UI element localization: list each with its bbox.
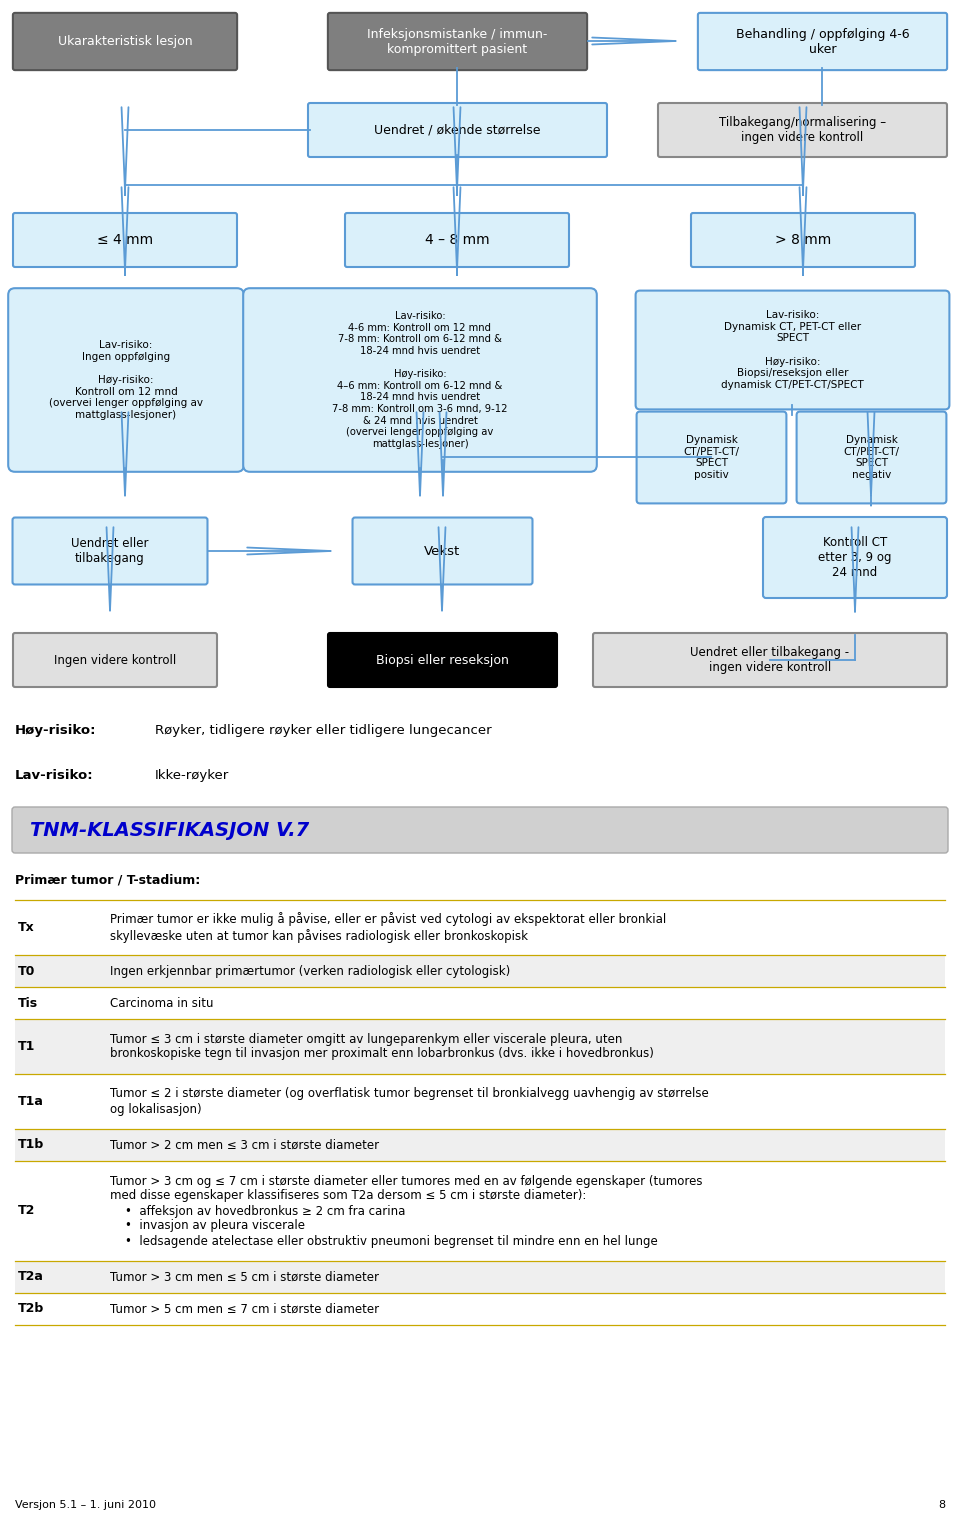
Text: T2a: T2a	[18, 1270, 44, 1284]
Text: Dynamisk
CT/PET-CT/
SPECT
negativ: Dynamisk CT/PET-CT/ SPECT negativ	[844, 436, 900, 480]
FancyBboxPatch shape	[636, 411, 786, 504]
Text: Tumor ≤ 3 cm i største diameter omgitt av lungeparenkym eller viscerale pleura, : Tumor ≤ 3 cm i største diameter omgitt a…	[110, 1033, 654, 1060]
Text: 4 – 8 mm: 4 – 8 mm	[424, 233, 490, 247]
FancyBboxPatch shape	[243, 288, 597, 472]
Text: Lav-risiko:
Ingen oppfølging

Høy-risiko:
Kontroll om 12 mnd
(overvei lenger opp: Lav-risiko: Ingen oppfølging Høy-risiko:…	[49, 340, 203, 420]
Text: 8: 8	[938, 1500, 945, 1509]
FancyBboxPatch shape	[328, 634, 557, 687]
Text: Lav-risiko:
4-6 mm: Kontroll om 12 mnd
7-8 mm: Kontroll om 6-12 mnd &
18-24 mnd : Lav-risiko: 4-6 mm: Kontroll om 12 mnd 7…	[332, 311, 508, 449]
FancyBboxPatch shape	[12, 518, 207, 585]
Text: T2: T2	[18, 1205, 36, 1217]
Text: Dynamisk
CT/PET-CT/
SPECT
positiv: Dynamisk CT/PET-CT/ SPECT positiv	[684, 436, 739, 480]
Text: Ikke-røyker: Ikke-røyker	[155, 769, 229, 781]
Text: T0: T0	[18, 964, 36, 978]
FancyBboxPatch shape	[328, 12, 588, 70]
Text: Vekst: Vekst	[424, 545, 461, 557]
FancyBboxPatch shape	[308, 104, 607, 157]
FancyBboxPatch shape	[593, 634, 947, 687]
Text: Primær tumor er ikke mulig å påvise, eller er påvist ved cytologi av ekspektorat: Primær tumor er ikke mulig å påvise, ell…	[110, 912, 666, 943]
Text: T1a: T1a	[18, 1095, 44, 1109]
Text: Lav-risiko:: Lav-risiko:	[15, 769, 94, 781]
Text: > 8 mm: > 8 mm	[775, 233, 831, 247]
Text: Primær tumor / T-stadium:: Primær tumor / T-stadium:	[15, 874, 201, 886]
Text: Uendret / økende størrelse: Uendret / økende størrelse	[374, 123, 540, 137]
FancyBboxPatch shape	[691, 213, 915, 267]
Text: T1b: T1b	[18, 1139, 44, 1151]
Text: Tilbakegang/normalisering –
ingen videre kontroll: Tilbakegang/normalisering – ingen videre…	[719, 116, 886, 145]
Text: Høy-risiko:: Høy-risiko:	[15, 723, 97, 737]
FancyBboxPatch shape	[15, 955, 945, 987]
Text: ≤ 4 mm: ≤ 4 mm	[97, 233, 153, 247]
Text: Tis: Tis	[18, 996, 38, 1010]
FancyBboxPatch shape	[636, 291, 949, 410]
Text: Carcinoma in situ: Carcinoma in situ	[110, 996, 213, 1010]
FancyBboxPatch shape	[763, 516, 947, 599]
FancyBboxPatch shape	[13, 634, 217, 687]
FancyBboxPatch shape	[9, 288, 244, 472]
Text: T2b: T2b	[18, 1302, 44, 1316]
Text: Ingen videre kontroll: Ingen videre kontroll	[54, 653, 176, 667]
FancyBboxPatch shape	[698, 12, 948, 70]
Text: Versjon 5.1 – 1. juni 2010: Versjon 5.1 – 1. juni 2010	[15, 1500, 156, 1509]
FancyBboxPatch shape	[797, 411, 947, 504]
Text: Tumor > 3 cm men ≤ 5 cm i største diameter: Tumor > 3 cm men ≤ 5 cm i største diamet…	[110, 1270, 379, 1284]
Text: Uendret eller tilbakegang -
ingen videre kontroll: Uendret eller tilbakegang - ingen videre…	[690, 646, 850, 675]
Text: Kontroll CT
etter 3, 9 og
24 mnd: Kontroll CT etter 3, 9 og 24 mnd	[818, 536, 892, 579]
Text: Biopsi eller reseksjon: Biopsi eller reseksjon	[376, 653, 509, 667]
Text: Ukarakteristisk lesjon: Ukarakteristisk lesjon	[58, 35, 192, 49]
FancyBboxPatch shape	[15, 1019, 945, 1074]
FancyBboxPatch shape	[15, 1261, 945, 1293]
Text: T1: T1	[18, 1040, 36, 1052]
FancyBboxPatch shape	[13, 213, 237, 267]
FancyBboxPatch shape	[345, 213, 569, 267]
Text: Tumor > 3 cm og ≤ 7 cm i største diameter eller tumores med en av følgende egens: Tumor > 3 cm og ≤ 7 cm i største diamete…	[110, 1174, 703, 1247]
FancyBboxPatch shape	[12, 807, 948, 853]
Text: Tumor ≤ 2 i største diameter (og overflatisk tumor begrenset til bronkialvegg ua: Tumor ≤ 2 i største diameter (og overfla…	[110, 1087, 708, 1115]
Text: Infeksjonsmistanke / immun-
kompromittert pasient: Infeksjonsmistanke / immun- kompromitter…	[368, 27, 548, 55]
FancyBboxPatch shape	[15, 1129, 945, 1161]
Text: TNM-KLASSIFIKASJON V.7: TNM-KLASSIFIKASJON V.7	[30, 821, 309, 839]
Text: Uendret eller
tilbakegang: Uendret eller tilbakegang	[71, 538, 149, 565]
FancyBboxPatch shape	[658, 104, 947, 157]
Text: Lav-risiko:
Dynamisk CT, PET-CT eller
SPECT

Høy-risiko:
Biopsi/reseksjon eller
: Lav-risiko: Dynamisk CT, PET-CT eller SP…	[721, 311, 864, 390]
FancyBboxPatch shape	[12, 12, 237, 70]
Text: Behandling / oppfølging 4-6
uker: Behandling / oppfølging 4-6 uker	[735, 27, 909, 55]
Text: Røyker, tidligere røyker eller tidligere lungecancer: Røyker, tidligere røyker eller tidligere…	[155, 723, 492, 737]
Text: Ingen erkjennbar primærtumor (verken radiologisk eller cytologisk): Ingen erkjennbar primærtumor (verken rad…	[110, 964, 511, 978]
FancyBboxPatch shape	[352, 518, 533, 585]
Text: Tumor > 5 cm men ≤ 7 cm i største diameter: Tumor > 5 cm men ≤ 7 cm i største diamet…	[110, 1302, 379, 1316]
Text: Tumor > 2 cm men ≤ 3 cm i største diameter: Tumor > 2 cm men ≤ 3 cm i største diamet…	[110, 1139, 379, 1151]
Text: Tx: Tx	[18, 921, 35, 934]
